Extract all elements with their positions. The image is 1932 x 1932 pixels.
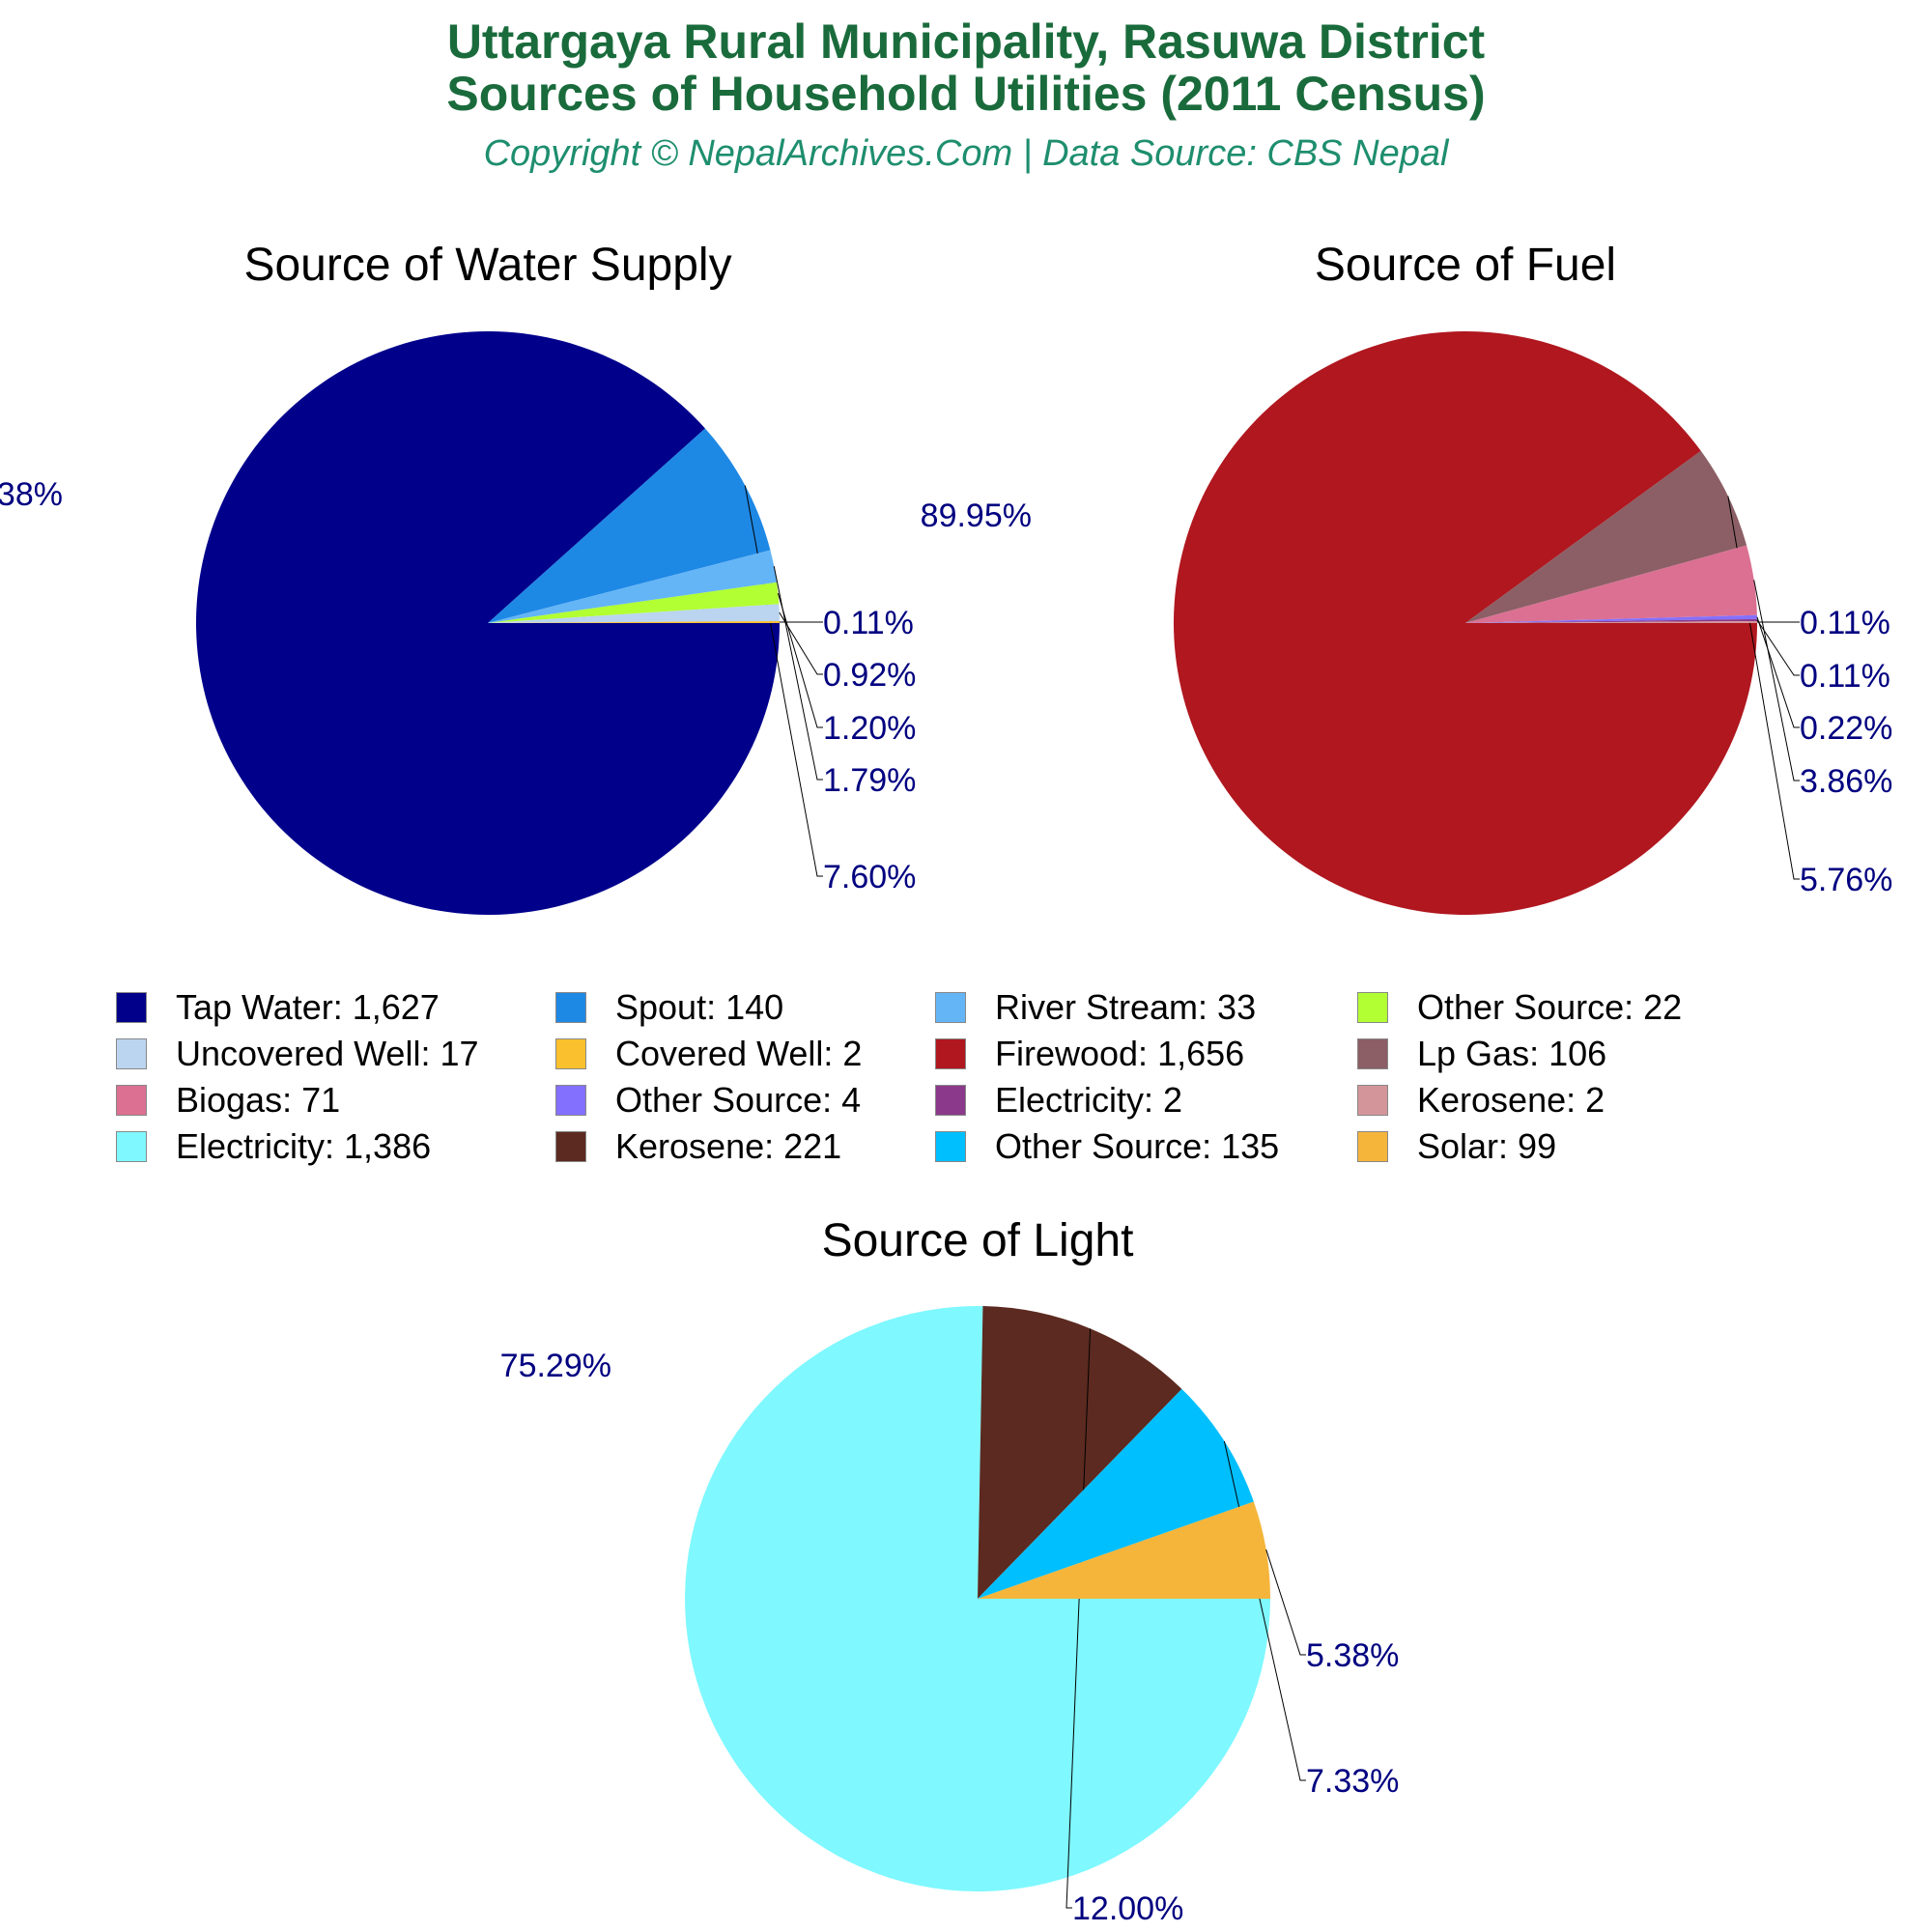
- legend-swatch: [555, 1131, 586, 1162]
- legend-item-covered-well: Covered Well: 2: [555, 1032, 862, 1076]
- legend-swatch: [935, 1131, 966, 1162]
- source-of-water-supply-slice-river-stream: [488, 550, 778, 623]
- source-of-light-slice-kerosene: [978, 1306, 1182, 1599]
- source-of-fuel-percent-label-other-source: 0.22%: [1800, 710, 1892, 747]
- source-of-water-supply-leader-line-other-source: [777, 592, 823, 728]
- legend-label: Kerosene: 2: [1417, 1080, 1605, 1120]
- legend-item-biogas: Biogas: 71: [116, 1078, 340, 1122]
- source-of-light-slice-solar: [978, 1501, 1270, 1599]
- legend-item-spout: Spout: 140: [555, 985, 783, 1030]
- source-of-fuel-percent-label-lp-gas: 5.76%: [1800, 862, 1892, 898]
- legend-label: Lp Gas: 106: [1417, 1034, 1607, 1073]
- legend-label: Uncovered Well: 17: [176, 1034, 479, 1073]
- source-of-light-slice-other-source: [978, 1388, 1254, 1599]
- source-of-fuel-percent-label-firewood: 89.95%: [921, 497, 1032, 534]
- source-of-fuel-leader-line-lp-gas: [1727, 496, 1800, 880]
- legend-label: Tap Water: 1,627: [176, 987, 440, 1027]
- source-of-water-supply-percent-label-covered-well: 0.11%: [823, 605, 914, 641]
- source-of-water-supply-slice-other-source: [488, 582, 780, 623]
- legend-item-lp-gas: Lp Gas: 106: [1357, 1032, 1606, 1076]
- legend-swatch: [116, 1085, 147, 1116]
- source-of-fuel-percent-label-biogas: 3.86%: [1800, 763, 1892, 800]
- legend-item-kerosene: Kerosene: 221: [555, 1124, 841, 1169]
- legend-item-kerosene: Kerosene: 2: [1357, 1078, 1605, 1122]
- source-of-water-supply-percent-label-uncovered-well: 0.92%: [823, 657, 916, 694]
- legend-swatch: [555, 1038, 586, 1069]
- legend-item-uncovered-well: Uncovered Well: 17: [116, 1032, 479, 1076]
- source-of-light-leader-line-solar: [1265, 1548, 1306, 1656]
- legend-swatch: [116, 992, 147, 1023]
- source-of-water-supply-percent-label-river-stream: 1.79%: [823, 762, 916, 799]
- legend-label: Spout: 140: [615, 987, 784, 1027]
- legend-item-other-source: Other Source: 4: [555, 1078, 861, 1122]
- source-of-fuel-slice-other-source: [1465, 614, 1757, 623]
- source-of-water-supply-slice-covered-well: [488, 620, 780, 623]
- source-of-fuel-leader-line-other-source: [1756, 616, 1800, 728]
- legend-swatch: [555, 1085, 586, 1116]
- source-of-water-supply-slice-spout: [488, 428, 771, 623]
- source-of-fuel-chart-title: Source of Fuel: [1315, 240, 1616, 291]
- legend-label: Kerosene: 221: [615, 1126, 842, 1166]
- legend-item-other-source: Other Source: 22: [1357, 985, 1682, 1030]
- legend-label: River Stream: 33: [995, 987, 1257, 1027]
- legend-item-electricity: Electricity: 2: [935, 1078, 1182, 1122]
- source-of-fuel-slice-lp-gas: [1465, 450, 1747, 623]
- legend-label: Biogas: 71: [176, 1080, 341, 1120]
- source-of-light-percent-label-kerosene: 12.00%: [1072, 1890, 1183, 1927]
- legend-label: Solar: 99: [1417, 1126, 1557, 1166]
- legend-label: Other Source: 135: [995, 1126, 1280, 1166]
- legend-label: Firewood: 1,656: [995, 1034, 1245, 1073]
- legend-item-tap-water: Tap Water: 1,627: [116, 985, 440, 1030]
- source-of-fuel-slice-biogas: [1465, 545, 1757, 623]
- source-of-light-percent-label-electricity: 75.29%: [500, 1348, 611, 1384]
- legend-label: Other Source: 4: [615, 1080, 862, 1120]
- legend-label: Other Source: 22: [1417, 987, 1683, 1027]
- source-of-fuel-slice-electricity: [1465, 618, 1757, 623]
- legend-item-river-stream: River Stream: 33: [935, 985, 1256, 1030]
- source-of-fuel-leader-line-electricity: [1756, 619, 1800, 676]
- legend-swatch: [1357, 992, 1388, 1023]
- legend-swatch: [935, 992, 966, 1023]
- source-of-fuel-percent-label-electricity: 0.11%: [1800, 658, 1890, 695]
- legend-item-firewood: Firewood: 1,656: [935, 1032, 1244, 1076]
- source-of-water-supply-leader-line-uncovered-well: [779, 611, 823, 675]
- main-title-line-2: Sources of Household Utilities (2011 Cen…: [446, 67, 1486, 121]
- source-of-fuel-slice-firewood: [1173, 330, 1757, 915]
- source-of-fuel-leader-line-biogas: [1753, 580, 1800, 781]
- source-of-light-chart-title: Source of Light: [822, 1215, 1134, 1266]
- legend-item-other-source: Other Source: 135: [935, 1124, 1279, 1169]
- legend-swatch: [935, 1085, 966, 1116]
- legend-swatch: [555, 992, 586, 1023]
- legend-swatch: [935, 1038, 966, 1069]
- source-of-water-supply-percent-label-tap-water: 88.38%: [0, 476, 63, 513]
- legend-swatch: [1357, 1131, 1388, 1162]
- legend-label: Electricity: 1,386: [176, 1126, 432, 1166]
- source-of-fuel-percent-label-kerosene: 0.11%: [1800, 605, 1890, 641]
- source-of-water-supply-percent-label-other-source: 1.20%: [823, 710, 916, 747]
- legend-swatch: [116, 1038, 147, 1069]
- source-of-water-supply-chart-title: Source of Water Supply: [243, 240, 731, 291]
- legend-swatch: [1357, 1038, 1388, 1069]
- legend-item-solar: Solar: 99: [1357, 1124, 1556, 1169]
- copyright-subtitle: Copyright © NepalArchives.Com | Data Sou…: [483, 133, 1449, 174]
- source-of-light-percent-label-solar: 5.38%: [1306, 1637, 1399, 1674]
- legend-swatch: [116, 1131, 147, 1162]
- source-of-water-supply-leader-line-river-stream: [773, 566, 823, 781]
- source-of-water-supply-percent-label-spout: 7.60%: [823, 859, 916, 895]
- source-of-light-percent-label-other-source: 7.33%: [1306, 1763, 1399, 1800]
- legend-label: Covered Well: 2: [615, 1034, 863, 1073]
- legend-swatch: [1357, 1085, 1388, 1116]
- main-title-line-1: Uttargaya Rural Municipality, Rasuwa Dis…: [446, 14, 1486, 69]
- legend-item-electricity: Electricity: 1,386: [116, 1124, 431, 1169]
- legend-label: Electricity: 2: [995, 1080, 1183, 1120]
- source-of-water-supply-slice-uncovered-well: [488, 604, 780, 623]
- source-of-fuel-slice-kerosene: [1465, 620, 1757, 623]
- source-of-water-supply-slice-tap-water: [196, 331, 781, 916]
